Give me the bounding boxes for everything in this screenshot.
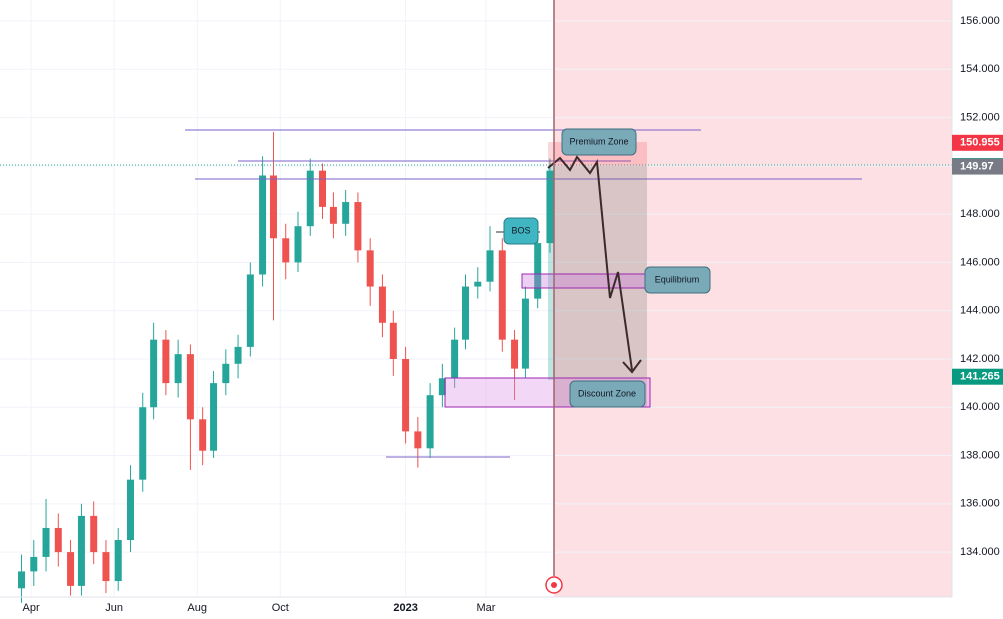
- candle-body: [246, 274, 254, 347]
- y-tick-label: 142.000: [960, 353, 1000, 365]
- candle-body: [199, 419, 207, 451]
- x-tick-label: Oct: [272, 602, 289, 614]
- price-tag-label: 141.265: [960, 371, 1000, 383]
- candle-body: [18, 571, 26, 589]
- equilibrium-box: [521, 273, 648, 289]
- candle-body: [126, 479, 134, 541]
- candle-body: [174, 354, 182, 384]
- y-tick-label: 154.000: [960, 63, 1000, 75]
- note-box: [561, 128, 637, 156]
- candle-body: [186, 354, 194, 420]
- candle-body: [319, 170, 327, 207]
- candle-body: [139, 407, 147, 480]
- candle-body: [282, 238, 290, 263]
- x-tick-label: Mar: [476, 602, 495, 614]
- y-tick-label: 136.000: [960, 498, 1000, 510]
- range-bar: [548, 166, 554, 380]
- candle-body: [90, 515, 98, 553]
- candle-body: [378, 286, 386, 323]
- candle-body: [162, 339, 170, 384]
- price-tag: [952, 368, 1003, 385]
- candle-body: [150, 339, 158, 408]
- y-tick-label: 144.000: [960, 305, 1000, 317]
- candle-body: [414, 431, 422, 449]
- candle-body: [474, 281, 482, 287]
- note-text: Equilibrium: [655, 274, 700, 284]
- candle-body: [451, 339, 459, 379]
- forecast-arrow: [547, 155, 633, 371]
- candle-body: [498, 250, 506, 340]
- candle-body: [546, 170, 554, 244]
- candle-body: [234, 346, 242, 364]
- y-tick-label: 152.000: [960, 111, 1000, 123]
- candle-body: [259, 175, 267, 275]
- y-tick-label: 156.000: [960, 15, 1000, 27]
- forecast-region: [554, 0, 952, 597]
- price-tag-label: 150.955: [960, 137, 1000, 149]
- price-axis: [952, 0, 1003, 619]
- candle-body: [102, 552, 110, 582]
- grid: [0, 0, 952, 597]
- candle-body: [42, 527, 50, 557]
- y-tick-label: 146.000: [960, 256, 1000, 268]
- candle-body: [366, 250, 374, 287]
- note-text: BOS: [511, 225, 530, 235]
- candle-body: [511, 339, 519, 369]
- price-tag-label: 149.97: [960, 160, 994, 172]
- candle-body: [521, 298, 529, 369]
- candle-body: [534, 243, 542, 299]
- candle-body: [77, 515, 85, 586]
- x-tick-label: Aug: [187, 602, 207, 614]
- candle-body: [306, 170, 314, 227]
- x-tick-label: Jun: [105, 602, 123, 614]
- candle-body: [269, 175, 277, 239]
- candle-body: [342, 202, 350, 224]
- note-box: [569, 380, 646, 408]
- candle-body: [389, 322, 397, 359]
- note-text: Premium Zone: [569, 136, 628, 146]
- price-tag: [952, 158, 1003, 175]
- candle-body: [294, 226, 302, 263]
- candle-body: [210, 383, 218, 451]
- note-text: Discount Zone: [578, 388, 636, 398]
- candles: [18, 132, 554, 603]
- axes: 134.000 136.000 138.000 140.000 142.000 144.0…: [22, 15, 1003, 614]
- x-tick-label: 2023: [393, 602, 417, 614]
- note-box: [644, 266, 711, 294]
- arrow-head: [622, 359, 642, 374]
- candle-body: [30, 556, 38, 572]
- candle-body: [486, 250, 494, 282]
- candle-body: [329, 206, 337, 224]
- candle-body: [222, 363, 230, 384]
- y-tick-label: 148.000: [960, 208, 1000, 220]
- candle-body: [67, 552, 75, 586]
- candle-body: [114, 540, 122, 582]
- note-box: [503, 217, 539, 245]
- candle-body: [438, 378, 446, 396]
- now-marker-dot: [551, 582, 557, 588]
- candle-body: [426, 395, 434, 449]
- drawings: Premium Zone BOS Equilibrium Discount Zo…: [0, 0, 952, 594]
- y-tick-label: 134.000: [960, 546, 1000, 558]
- candle-body: [462, 286, 470, 340]
- price-tag: [952, 134, 1003, 151]
- candle-body: [354, 202, 362, 251]
- x-tick-label: Apr: [22, 602, 39, 614]
- y-tick-label: 138.000: [960, 449, 1000, 461]
- candle-body: [402, 358, 410, 432]
- candle-body: [54, 527, 62, 553]
- y-tick-label: 140.000: [960, 401, 1000, 413]
